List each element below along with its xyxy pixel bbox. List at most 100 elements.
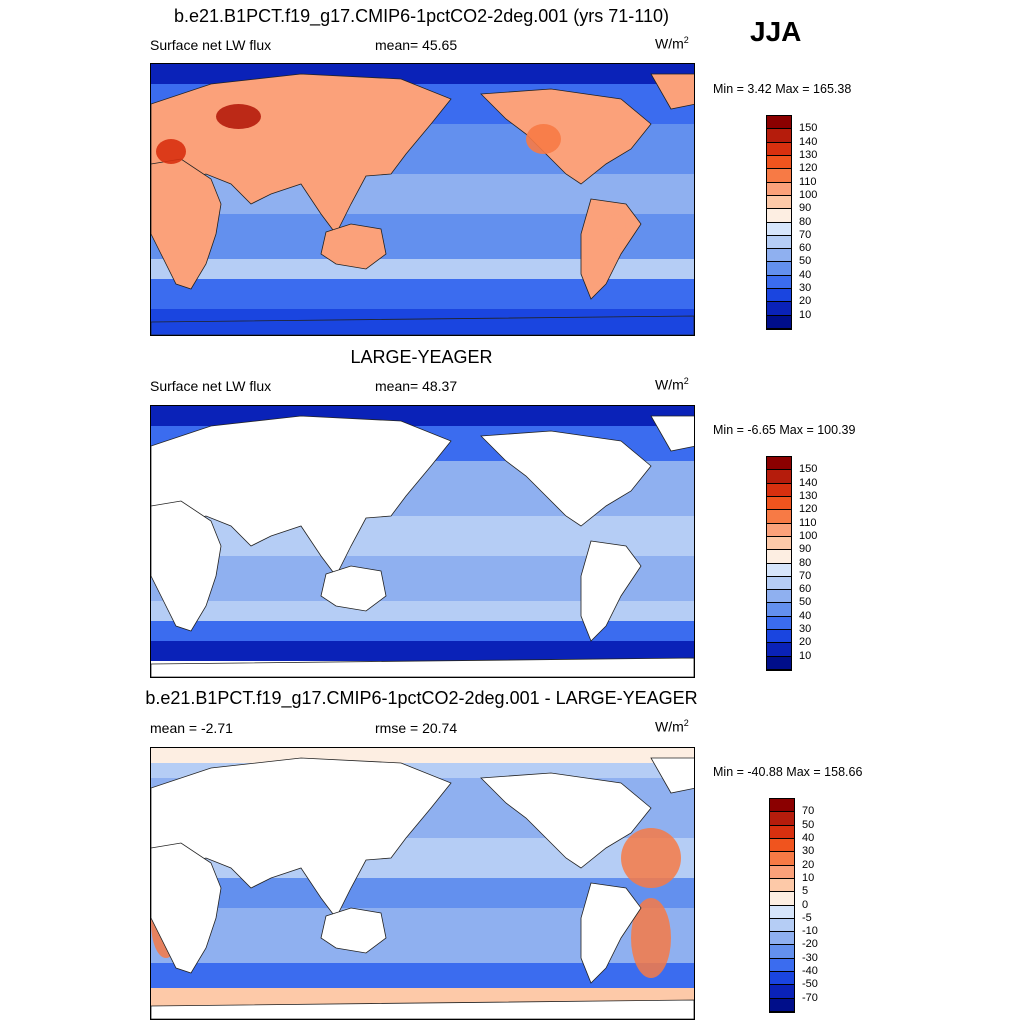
panel-2-colorbar-tick-label: 60: [799, 583, 812, 596]
panel-3-minmax: Min = -40.88 Max = 158.66: [713, 765, 863, 779]
panel-3-colorbar-tick-label: -30: [802, 951, 818, 964]
panel-3-colorbar-tick-label: -50: [802, 978, 818, 991]
map-band: [151, 963, 694, 988]
panel-2-colorbar-swatch: [767, 470, 791, 484]
panel-3-colorbar-tick-label: 20: [802, 858, 815, 871]
panel-1-colorbar-tick-label: 120: [799, 162, 818, 175]
panel-3-colorbar-swatch: [770, 892, 794, 906]
panel-2-colorbar-swatch: [767, 616, 791, 631]
panel-1-minmax: Min = 3.42 Max = 165.38: [713, 82, 852, 96]
map-landmass: [650, 415, 694, 452]
panel-2-units: W/m2: [655, 376, 689, 393]
panel-1-colorbar-tick-label: 20: [799, 295, 812, 308]
panel-1-colorbar-tick-label: 150: [799, 122, 818, 135]
panel-3-colorbar-tick-label: 40: [802, 831, 815, 844]
panel-2-colorbar-tick-label: 90: [799, 543, 812, 556]
map-landmass: [151, 999, 694, 1019]
map-field: [151, 748, 694, 1019]
panel-1-colorbar-swatch: [767, 142, 791, 156]
panel-2-colorbar-swatch: [767, 510, 791, 524]
panel-2-colorbar-tick-label: 110: [799, 516, 817, 529]
panel-1-colorbar-tick-label: 130: [799, 148, 818, 161]
panel-2-colorbar-swatch: [767, 643, 791, 657]
panel-2-colorbar-tick-label: 70: [799, 569, 812, 582]
panel-3-colorbar-tick-label: -10: [802, 925, 818, 938]
panel-3-rmse-label: rmse = 20.74: [375, 720, 458, 736]
panel-1-colorbar-tick-label: 80: [799, 215, 812, 228]
panel-3-colorbar-tick-label: -40: [802, 965, 818, 978]
map-band: [151, 641, 694, 661]
season-label: JJA: [750, 16, 802, 47]
panel-1-colorbar-swatch: [767, 275, 791, 290]
panel-3-colorbar-swatch: [770, 812, 794, 826]
map-landmass: [320, 223, 387, 270]
panel-1-colorbar-tick-label: 100: [799, 188, 818, 201]
panel-1-map: [150, 63, 695, 336]
map-landmass: [320, 907, 387, 954]
panel-3-colorbar-swatch: [770, 825, 794, 839]
panel-3-colorbar-swatch: [770, 838, 794, 853]
panel-3-colorbar-tick-label: 10: [802, 871, 815, 884]
panel-2-title: LARGE-YEAGER: [350, 347, 493, 367]
map-landmass: [480, 88, 652, 185]
map-hotspot: [606, 214, 626, 239]
panel-2-colorbar-swatch: [767, 576, 791, 591]
panel-1-colorbar-swatch: [767, 222, 791, 236]
map-field: [151, 406, 694, 677]
panel-1-colorbar-swatch: [767, 209, 791, 223]
panel-2-colorbar-swatch: [767, 523, 791, 537]
map-landmass: [151, 842, 222, 974]
panel-3-colorbar-swatch: [770, 972, 794, 986]
map-hotspot: [156, 139, 186, 164]
map-hotspot: [216, 104, 261, 129]
panel-1-colorbar-tick-label: 10: [799, 308, 812, 321]
panel-2-colorbar: 150 140 130 120 110 100 90 80 70 60 50 40 30 20 10: [766, 456, 817, 671]
panel-3-colorbar-swatch: [770, 958, 794, 973]
map-landmass: [151, 315, 694, 335]
panel-1-mean-label: mean= 45.65: [375, 37, 458, 53]
panel-3-colorbar-swatch: [770, 998, 794, 1012]
panel-3-colorbar-tick-label: 0: [802, 898, 809, 911]
panel-1-units: W/m2: [655, 35, 689, 52]
panel-3-colorbar-tick-label: 70: [802, 805, 815, 818]
panel-2-colorbar-tick-label: 20: [799, 636, 812, 649]
map-landmass: [480, 772, 652, 869]
panel-2-colorbar-swatch: [767, 496, 791, 511]
panel-2-variable-label: Surface net LW flux: [150, 378, 272, 394]
panel-2-colorbar-swatch: [767, 563, 791, 577]
panel-1-colorbar-swatch: [767, 249, 791, 263]
panel-1-colorbar-swatch: [767, 182, 791, 196]
panel-1-colorbar-swatch: [767, 235, 791, 250]
panel-2-map: [150, 405, 695, 678]
panel-3-colorbar-tick-label: 50: [802, 818, 815, 831]
panel-3-map: [150, 747, 695, 1020]
map-landmass: [480, 430, 652, 527]
panel-3-colorbar-tick-label: -70: [802, 991, 818, 1004]
panel-2-minmax: Min = -6.65 Max = 100.39: [713, 423, 856, 437]
map-band: [151, 748, 694, 763]
panel-3-colorbar-swatch: [770, 865, 794, 879]
map-band: [151, 259, 694, 279]
panel-1-colorbar: 150 140 130 120 110 100 90 80 70 60 50 40 30 20 10: [766, 115, 817, 330]
panel-3-colorbar-swatch: [770, 985, 794, 999]
panel-1-colorbar-tick-label: 90: [799, 202, 812, 215]
panel-2-colorbar-swatch: [767, 483, 791, 497]
map-landmass: [320, 565, 387, 612]
panel-2-colorbar-tick-label: 40: [799, 609, 812, 622]
panel-1-colorbar-tick-label: 60: [799, 242, 812, 255]
panel-1-colorbar-tick-label: 40: [799, 268, 812, 281]
panel-1-colorbar-swatch: [767, 195, 791, 210]
panel-1-colorbar-tick-label: 140: [799, 135, 818, 148]
panel-2-colorbar-tick-label: 140: [799, 476, 818, 489]
panel-3-colorbar-swatch: [770, 878, 794, 893]
panel-1-colorbar-swatch: [767, 302, 791, 316]
panel-2-colorbar-tick-label: 10: [799, 649, 812, 662]
panel-1-title: b.e21.B1PCT.f19_g17.CMIP6-1pctCO2-2deg.0…: [174, 6, 669, 26]
panel-2-colorbar-swatch: [767, 603, 791, 617]
map-band: [151, 621, 694, 641]
panel-2-colorbar-tick-label: 30: [799, 623, 812, 636]
panel-3-colorbar-swatch: [770, 918, 794, 933]
panel-1-colorbar-tick-label: 30: [799, 282, 812, 295]
map-landmass: [650, 757, 694, 794]
map-landmass: [580, 198, 642, 300]
